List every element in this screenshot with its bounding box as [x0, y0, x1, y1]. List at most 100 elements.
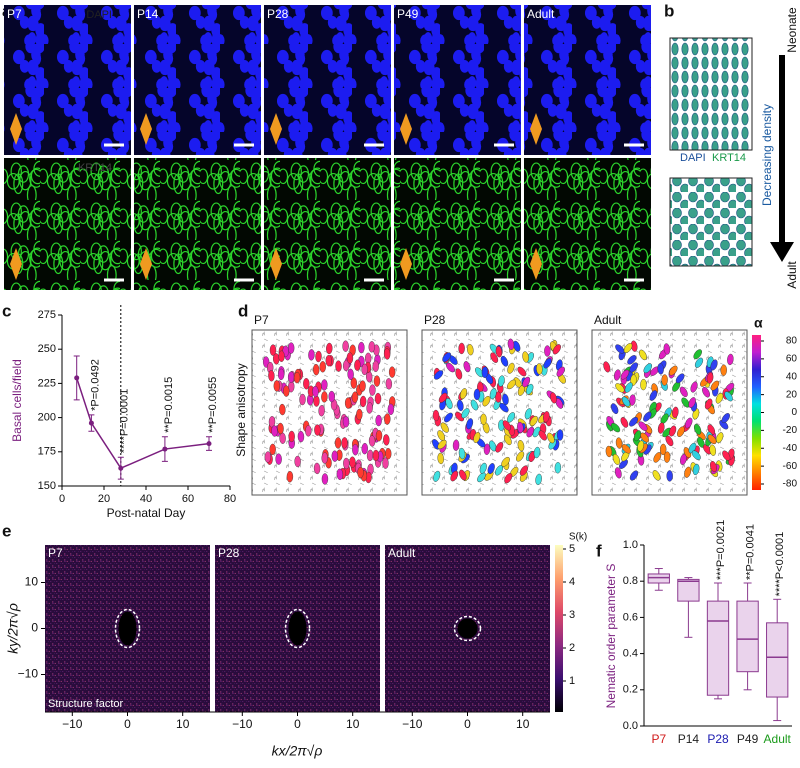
- cell: [342, 416, 350, 428]
- axis-bottom: Adult: [785, 261, 799, 289]
- cell: [388, 366, 396, 378]
- cell: [629, 362, 638, 373]
- cell: [303, 378, 310, 390]
- x-tick-label: P28: [707, 732, 729, 746]
- cell: [460, 388, 468, 400]
- cell: [716, 432, 724, 444]
- cell: [368, 435, 376, 447]
- cell: [533, 446, 541, 459]
- cell: [321, 391, 328, 403]
- cell: [384, 413, 391, 425]
- cell: [556, 429, 564, 441]
- cell: [620, 369, 630, 380]
- colorbar-tick-label: 80: [786, 336, 798, 347]
- cell: [643, 363, 653, 374]
- cell: [517, 440, 525, 452]
- cell: [373, 375, 381, 387]
- cell: [722, 450, 731, 461]
- cell: [504, 473, 513, 484]
- cell: [498, 375, 505, 387]
- y-tick-label: 275: [38, 309, 56, 321]
- colorbar-tick-label: 1: [569, 675, 575, 687]
- cell: [638, 421, 648, 431]
- cell: [383, 348, 391, 360]
- x-tick-label: 40: [140, 493, 152, 505]
- cell: [313, 462, 321, 475]
- cell: [387, 403, 395, 416]
- panel-letter: e: [2, 521, 11, 540]
- cell: [269, 443, 276, 456]
- colorbar-tick-label: 40: [786, 371, 798, 382]
- panel-label: P28: [424, 313, 446, 327]
- cell: [535, 473, 542, 486]
- y-tick-label: 0.8: [623, 575, 638, 587]
- micrograph: [134, 5, 261, 155]
- cell: [524, 408, 532, 420]
- cell: [519, 465, 529, 476]
- cell: [372, 360, 379, 373]
- cell: [663, 343, 671, 355]
- cell: [547, 432, 555, 444]
- cell: [629, 394, 636, 406]
- orientation-marker: [10, 113, 22, 145]
- cell: [538, 430, 547, 441]
- cell: [283, 385, 290, 397]
- row-label: KRT14: [78, 162, 112, 174]
- orientation-marker: [530, 113, 542, 145]
- colorbar-tick-label: 2: [569, 642, 575, 654]
- micrograph: [524, 5, 651, 155]
- cell: [610, 422, 621, 433]
- cell: [706, 372, 714, 384]
- colorbar-tick-label: 5: [569, 543, 575, 555]
- cell: [621, 396, 631, 407]
- cell: [374, 392, 382, 405]
- y-label: Nematic order parameter S: [604, 564, 618, 709]
- x-tick-label: 20: [98, 493, 110, 505]
- colorbar-title: α: [754, 315, 763, 331]
- x-tick-label: P49: [737, 732, 759, 746]
- cell: [450, 470, 459, 482]
- legend-krt14: KRT14: [712, 152, 746, 164]
- cell: [693, 423, 702, 435]
- cell: [643, 411, 652, 422]
- cell: [489, 388, 497, 400]
- panel-label: Adult: [594, 313, 622, 327]
- cell: [315, 350, 322, 363]
- x-tick-label: 10: [516, 717, 530, 731]
- cell: [369, 384, 376, 396]
- column-label: P14: [137, 7, 159, 21]
- y-tick-label: 0: [31, 621, 38, 635]
- cell: [314, 424, 321, 436]
- arrow-head: [770, 242, 794, 262]
- cell: [354, 359, 361, 371]
- y-tick-label: 0.2: [623, 684, 638, 696]
- cell: [275, 453, 282, 465]
- y-tick-label: 150: [38, 480, 56, 492]
- cell: [328, 390, 335, 403]
- p-value: *P=0.0492: [89, 359, 101, 411]
- cell: [375, 414, 382, 427]
- cell: [273, 380, 281, 392]
- micrograph: [264, 158, 391, 290]
- cell: [336, 468, 344, 480]
- cell: [321, 452, 328, 464]
- cell: [526, 383, 534, 395]
- cell: [709, 460, 717, 473]
- boundary: [284, 608, 311, 649]
- orientation-marker: [270, 248, 282, 280]
- annotation: Structure factor: [48, 698, 124, 710]
- cell: [358, 341, 365, 354]
- cell: [326, 342, 333, 355]
- orientation-marker: [530, 248, 542, 280]
- cell: [481, 366, 489, 378]
- x-label: Post-natal Day: [107, 506, 186, 520]
- cell: [334, 437, 342, 449]
- cell: [727, 353, 734, 366]
- cell: [693, 349, 702, 360]
- cell: [264, 451, 272, 463]
- point: [118, 465, 124, 471]
- y-tick-label: 0.6: [623, 611, 638, 623]
- cell: [502, 420, 511, 431]
- cell: [344, 397, 352, 409]
- core: [457, 618, 478, 639]
